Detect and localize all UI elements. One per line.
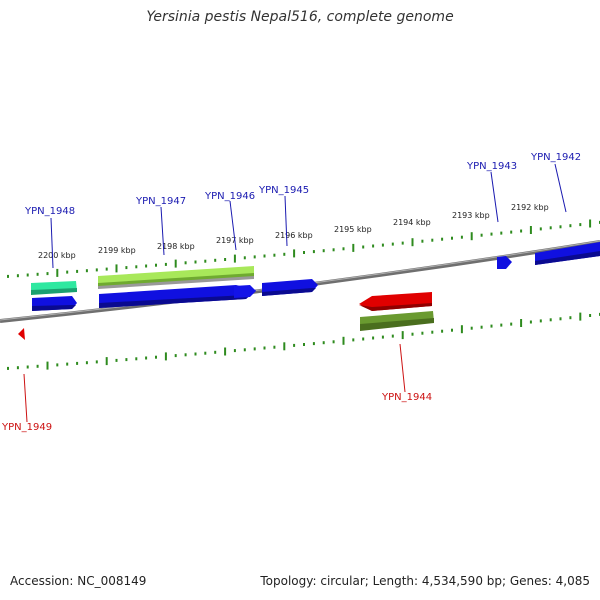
leader-ypn-1948 bbox=[50, 217, 54, 269]
gene-arrow-ypn-1947 bbox=[99, 285, 256, 308]
lower-tick-track bbox=[7, 312, 600, 370]
feature-ypn-1947-rna bbox=[98, 266, 254, 289]
feature-ypn-1944-rna bbox=[360, 311, 434, 331]
leader-ypn-1946 bbox=[229, 200, 237, 251]
leader-ypn-1943 bbox=[490, 171, 499, 223]
upper-tick-track bbox=[7, 219, 600, 278]
tick-label-2200: 2200 kbp bbox=[38, 251, 76, 260]
accession-text: Accession: NC_008149 bbox=[10, 574, 147, 588]
gene-label-ypn-1942: YPN_1942 bbox=[530, 152, 581, 163]
leader-ypn-1942 bbox=[554, 163, 567, 213]
label-leader-lines bbox=[23, 163, 567, 423]
leader-ypn-1947 bbox=[160, 206, 165, 256]
gene-label-ypn-1947: YPN_1947 bbox=[135, 196, 186, 207]
tick-label-2195: 2195 kbp bbox=[334, 225, 372, 234]
leader-ypn-1944 bbox=[399, 343, 406, 393]
leader-ypn-1949 bbox=[23, 373, 28, 423]
gene-label-ypn-1944: YPN_1944 bbox=[381, 392, 432, 403]
tick-label-2194: 2194 kbp bbox=[393, 218, 431, 227]
tick-label-2192: 2192 kbp bbox=[511, 203, 549, 212]
gene-label-ypn-1948: YPN_1948 bbox=[24, 206, 75, 217]
gene-label-ypn-1943: YPN_1943 bbox=[466, 161, 517, 172]
gene-labels: YPN_1948 YPN_1947 YPN_1946 YPN_1945 YPN_… bbox=[1, 152, 581, 433]
leader-ypn-1945 bbox=[284, 195, 288, 247]
feature-ypn-1948-rna bbox=[31, 281, 77, 295]
tick-label-2193: 2193 kbp bbox=[452, 211, 490, 220]
gene-arrow-ypn-1943 bbox=[497, 256, 512, 269]
tick-label-2199: 2199 kbp bbox=[98, 246, 136, 255]
gene-arrow-ypn-1944 bbox=[359, 292, 432, 311]
gene-label-ypn-1945: YPN_1945 bbox=[258, 185, 309, 196]
gene-arrow-ypn-1946 bbox=[234, 285, 256, 298]
gene-arrow-ypn-1945 bbox=[262, 279, 318, 296]
map-title: Yersinia pestis Nepal516, complete genom… bbox=[146, 9, 454, 25]
tick-label-2196: 2196 kbp bbox=[275, 231, 313, 240]
gene-label-ypn-1949: YPN_1949 bbox=[1, 422, 52, 433]
genome-stats-text: Topology: circular; Length: 4,534,590 bp… bbox=[260, 574, 590, 588]
tick-label-2198: 2198 kbp bbox=[157, 242, 195, 251]
gene-arrow-ypn-1948 bbox=[32, 296, 77, 311]
gene-arrow-ypn-1942 bbox=[535, 242, 600, 265]
gene-arrow-ypn-1949 bbox=[18, 328, 25, 340]
gene-label-ypn-1946: YPN_1946 bbox=[204, 191, 255, 202]
